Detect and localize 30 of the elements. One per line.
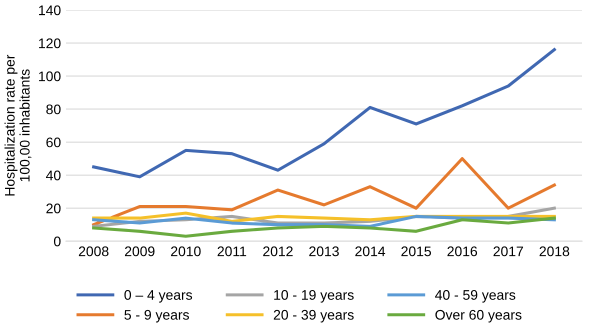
- legend-label: 0 – 4 years: [124, 290, 192, 303]
- y-tick-label: 120: [39, 38, 61, 48]
- y-axis-title: Hospitalization rate per 100,00 inhabitants: [4, 54, 32, 196]
- legend-label: 20 - 39 years: [274, 310, 354, 322]
- x-tick-label: 2010: [171, 246, 201, 256]
- line-series: [92, 157, 556, 226]
- line-series: [92, 216, 556, 238]
- legend-label: 10 - 19 years: [274, 290, 354, 303]
- x-tick-label: 2009: [124, 246, 155, 256]
- line-series: [92, 214, 556, 228]
- y-tick-label: 20: [46, 204, 61, 214]
- y-tick-label: 60: [46, 137, 61, 148]
- legend-label: 5 - 9 years: [124, 310, 189, 322]
- y-tick-label: 100: [39, 71, 61, 82]
- x-tick-label: 2011: [218, 246, 246, 256]
- x-tick-label: 2016: [447, 246, 478, 256]
- y-tick-label: 80: [46, 104, 61, 114]
- x-tick-label: 2015: [401, 246, 432, 256]
- y-tick-label: 40: [46, 170, 61, 180]
- legend-label: Over 60 years: [435, 310, 522, 322]
- y-tick-label: 0: [54, 236, 61, 246]
- x-tick-label: 2014: [355, 246, 386, 256]
- x-tick-label: 2017: [494, 246, 524, 256]
- line-series: [92, 48, 556, 178]
- x-tick-label: 2013: [309, 246, 339, 256]
- x-tick-label: 2008: [78, 246, 108, 256]
- legend-label: 40 - 59 years: [435, 290, 516, 303]
- x-tick-label: 2018: [540, 246, 570, 256]
- x-tick-label: 2012: [263, 246, 293, 256]
- y-tick-label: 140: [39, 5, 61, 16]
